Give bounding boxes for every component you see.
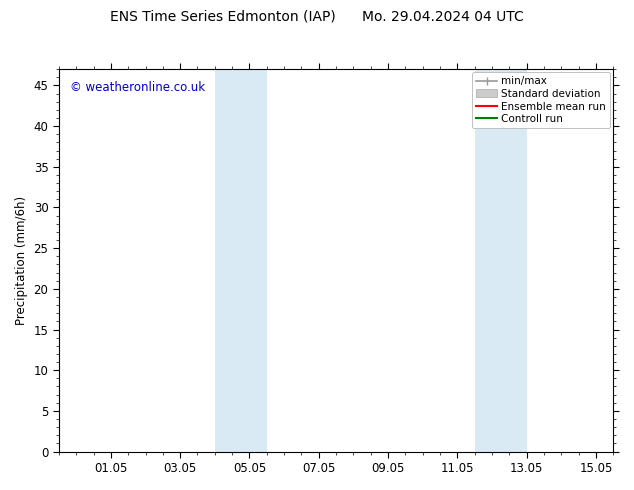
- Y-axis label: Precipitation (mm/6h): Precipitation (mm/6h): [15, 196, 28, 325]
- Bar: [215, 69, 267, 452]
- Legend: min/max, Standard deviation, Ensemble mean run, Controll run: min/max, Standard deviation, Ensemble me…: [472, 73, 611, 128]
- Bar: [475, 69, 527, 452]
- Text: ENS Time Series Edmonton (IAP)      Mo. 29.04.2024 04 UTC: ENS Time Series Edmonton (IAP) Mo. 29.04…: [110, 10, 524, 24]
- Text: © weatheronline.co.uk: © weatheronline.co.uk: [70, 81, 205, 94]
